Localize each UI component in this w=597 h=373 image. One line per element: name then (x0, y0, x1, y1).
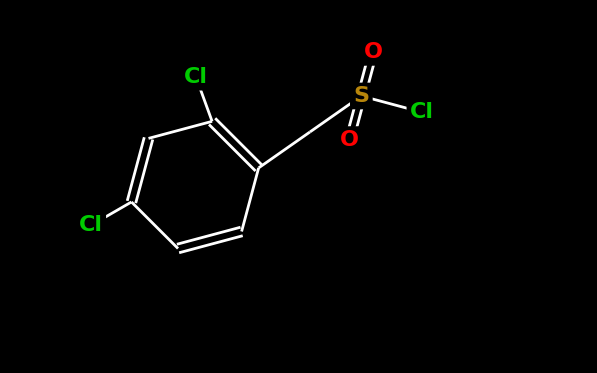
Text: O: O (364, 43, 383, 62)
Text: Cl: Cl (410, 102, 434, 122)
Text: Cl: Cl (79, 216, 103, 235)
Text: S: S (353, 86, 370, 106)
Text: O: O (340, 129, 359, 150)
Text: Cl: Cl (184, 67, 208, 87)
